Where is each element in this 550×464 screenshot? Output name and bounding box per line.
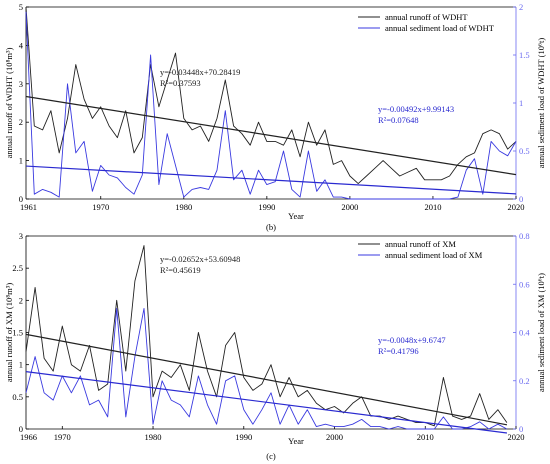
y-left-tick-label: 0.5 xyxy=(12,392,23,402)
y-left-tick-label: 2.5 xyxy=(12,263,23,273)
y-right-tick-label: 1.5 xyxy=(519,50,530,60)
y-right-tick-label: 0.2 xyxy=(519,376,530,386)
x-tick-label: 2020 xyxy=(508,432,525,442)
x-tick-label: 2010 xyxy=(417,432,434,442)
trendline-2 xyxy=(25,165,517,195)
trendline-equation: y=-0.03448x+70.28419 xyxy=(160,67,240,77)
trendline-1 xyxy=(25,333,508,426)
x-tick-label: 1970 xyxy=(92,202,109,212)
series-line-2 xyxy=(25,11,517,200)
y-axis-right-title: annual sediment load of WDHT (10⁶t) xyxy=(536,38,546,169)
x-tick-label: 2000 xyxy=(341,202,358,212)
y-right-tick-label: 0 xyxy=(519,194,523,204)
x-tick-label-start: 1961 xyxy=(20,202,37,212)
y-right-tick-label: 0.5 xyxy=(519,146,530,156)
trendline-r2: R²=0.45619 xyxy=(160,265,201,275)
y-left-tick-label: 0 xyxy=(19,424,23,434)
x-axis-title: Year xyxy=(288,211,304,221)
legend-entry: annual runoff of XM xyxy=(385,239,456,249)
y-right-tick-label: 0.6 xyxy=(519,279,530,289)
y-left-tick-label: 3 xyxy=(19,79,23,89)
legend-entry: annual sediment load of XM xyxy=(385,250,483,260)
y-left-tick-label: 3 xyxy=(19,231,23,241)
y-axis-left-title: annual runoff of XM (10⁸m³) xyxy=(4,283,14,382)
legend-entry: annual runoff of WDHT xyxy=(385,12,468,22)
y-left-tick-label: 5 xyxy=(19,2,23,12)
trendline-r2: R²=0.41796 xyxy=(378,346,419,356)
x-tick-label: 1990 xyxy=(258,202,275,212)
x-axis-title: Year xyxy=(288,436,304,446)
trendline-equation: y=-0.0048x+9.6747 xyxy=(378,335,446,345)
chart-panel-1: 1961 1970 1980 1990 2000 2010 202001234500.511… xyxy=(4,2,546,232)
y-right-tick-label: 1 xyxy=(519,98,523,108)
x-tick-label-start: 1966 xyxy=(20,432,37,442)
panel-label: (c) xyxy=(266,451,276,461)
series-line-1 xyxy=(25,6,517,185)
trendline-r2: R²=0.37593 xyxy=(160,78,201,88)
series-line-2 xyxy=(25,307,508,430)
x-tick-label: 1970 xyxy=(54,432,71,442)
y-right-tick-label: 0.8 xyxy=(519,231,530,241)
x-tick-label: 1990 xyxy=(235,432,252,442)
y-axis-left-title: annual runoff of WDHT (10⁸m³) xyxy=(4,47,14,158)
y-axis-right-title: annual sediment load of XM (10⁶t) xyxy=(536,273,546,392)
x-tick-label: 2020 xyxy=(508,202,525,212)
y-left-tick-label: 1.5 xyxy=(12,328,23,338)
y-left-tick-label: 1 xyxy=(19,156,23,166)
x-tick-label: 1980 xyxy=(145,432,162,442)
x-tick-label: 2000 xyxy=(326,432,343,442)
trendline-equation: y=-0.00492x+9.99143 xyxy=(378,104,454,114)
y-right-tick-label: 2 xyxy=(519,2,523,12)
y-left-tick-label: 4 xyxy=(19,40,24,50)
panel-label: (b) xyxy=(266,222,276,232)
y-left-tick-label: 2 xyxy=(19,117,23,127)
trendline-1 xyxy=(25,95,517,176)
x-tick-label: 2010 xyxy=(424,202,441,212)
y-left-tick-label: 2 xyxy=(19,295,23,305)
y-right-tick-label: 0.4 xyxy=(519,328,530,338)
trendline-r2: R²=0.07648 xyxy=(378,115,419,125)
y-left-tick-label: 0 xyxy=(19,194,23,204)
trendline-equation: y=-0.02652x+53.60948 xyxy=(160,254,240,264)
chart-panel-2: 1966 1970 1980 1990 2000 2010 202000.511.522.5… xyxy=(4,231,546,461)
x-tick-label: 1980 xyxy=(175,202,192,212)
y-right-tick-label: 0 xyxy=(519,424,523,434)
trendline-2 xyxy=(25,371,508,434)
legend-entry: annual sediment load of WDHT xyxy=(385,23,495,33)
y-left-tick-label: 1 xyxy=(19,360,23,370)
